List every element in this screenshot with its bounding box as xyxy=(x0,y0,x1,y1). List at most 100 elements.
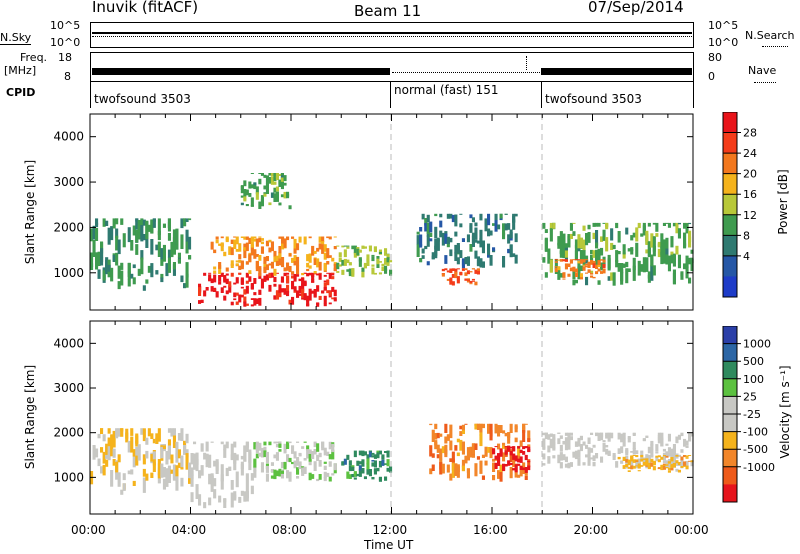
echo-cell xyxy=(602,259,606,263)
echo-cell xyxy=(145,279,149,284)
echo-cell xyxy=(286,262,290,271)
echo-cell xyxy=(451,281,455,286)
echo-cell xyxy=(298,454,302,457)
echo-cell xyxy=(135,447,139,460)
echo-cell xyxy=(275,186,279,192)
echo-cell xyxy=(165,451,169,465)
echo-cell xyxy=(313,441,317,448)
colorbar-tick-label: 20 xyxy=(743,168,757,181)
echo-cell xyxy=(564,264,568,270)
echo-cell xyxy=(492,475,496,481)
echo-cell xyxy=(630,451,634,453)
colorbar-swatch xyxy=(723,484,737,503)
echo-cell xyxy=(569,432,573,436)
echo-cell xyxy=(343,249,347,258)
echo-cell xyxy=(481,240,485,254)
echo-cell xyxy=(509,467,513,479)
echo-cell xyxy=(95,222,99,228)
echo-cell xyxy=(230,454,234,461)
echo-cell xyxy=(640,455,644,458)
echo-cell xyxy=(270,475,274,479)
cpid-rule-12 xyxy=(390,82,391,108)
echo-cell xyxy=(595,242,599,249)
echo-cell xyxy=(167,439,171,452)
echo-cell xyxy=(476,270,480,274)
echo-cell xyxy=(564,456,568,463)
echo-cell xyxy=(150,433,154,439)
echo-cell xyxy=(670,468,674,471)
echo-cell xyxy=(645,249,649,254)
echo-cell xyxy=(132,449,136,457)
echo-cell xyxy=(180,234,184,249)
echo-cell xyxy=(504,432,508,437)
echo-cell xyxy=(655,457,659,462)
echo-cell xyxy=(321,441,325,449)
colorbar-swatch xyxy=(723,343,737,362)
echo-cell xyxy=(155,270,159,275)
echo-cell xyxy=(685,445,689,448)
echo-cell xyxy=(333,236,337,238)
echo-cell xyxy=(363,451,367,456)
echo-cell xyxy=(110,267,114,282)
echo-cell xyxy=(275,197,279,202)
echo-cell xyxy=(446,278,450,281)
echo-cell xyxy=(250,485,254,495)
echo-cell xyxy=(670,254,674,264)
echo-cell xyxy=(273,279,277,282)
echo-cell xyxy=(416,235,420,245)
echo-cell xyxy=(527,465,531,471)
echo-cell xyxy=(358,461,362,465)
echo-cell xyxy=(308,253,312,263)
echo-cell xyxy=(333,465,337,471)
echo-cell xyxy=(243,301,247,304)
echo-cell xyxy=(592,462,596,467)
echo-cell xyxy=(514,464,518,468)
echo-cell xyxy=(361,468,365,474)
echo-cell xyxy=(316,285,320,292)
echo-cell xyxy=(235,236,239,245)
echo-cell xyxy=(318,295,322,300)
echo-cell xyxy=(203,502,207,509)
echo-cell xyxy=(321,236,325,242)
echo-cell xyxy=(670,464,674,468)
echo-cell xyxy=(160,248,164,260)
nsky-tick-top: 10^5 xyxy=(50,19,81,32)
echo-cell xyxy=(439,230,443,238)
echo-cell xyxy=(120,262,124,270)
echo-cell xyxy=(172,464,176,480)
echo-cell xyxy=(306,273,310,277)
echo-cell xyxy=(233,441,237,448)
echo-cell xyxy=(662,465,666,470)
echo-cell xyxy=(155,433,159,444)
echo-cell xyxy=(301,277,305,286)
echo-cell xyxy=(419,258,423,263)
echo-cell xyxy=(514,233,518,243)
echo-cell xyxy=(140,225,144,242)
echo-cell xyxy=(635,450,639,455)
echo-cell xyxy=(235,249,239,252)
echo-cell xyxy=(587,261,591,267)
echo-cell xyxy=(238,496,242,503)
echo-cell xyxy=(361,271,365,278)
echo-cell xyxy=(223,444,227,451)
echo-cell xyxy=(313,258,317,265)
echo-cell xyxy=(454,268,458,272)
echo-cell xyxy=(162,478,166,490)
echo-cell xyxy=(175,465,179,477)
echo-cell xyxy=(602,263,606,269)
echo-cell xyxy=(100,466,104,474)
echo-cell xyxy=(665,254,669,265)
echo-cell xyxy=(240,277,244,285)
echo-cell xyxy=(471,217,475,223)
echo-cell xyxy=(492,247,496,251)
echo-cell xyxy=(250,304,254,307)
echo-cell xyxy=(549,259,553,273)
colorbar-swatch xyxy=(723,276,737,298)
echo-cell xyxy=(323,262,327,271)
echo-cell xyxy=(627,466,631,469)
echo-cell xyxy=(459,425,463,430)
echo-cell xyxy=(600,456,604,463)
echo-cell xyxy=(637,260,641,276)
echo-cell xyxy=(280,470,284,474)
